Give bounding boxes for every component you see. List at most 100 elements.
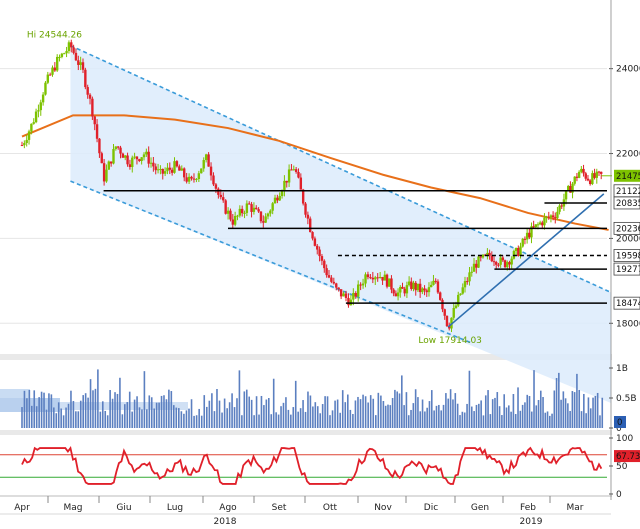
volume-bar (514, 414, 517, 428)
volume-bar (571, 391, 574, 428)
candle-body (534, 224, 538, 228)
volume-bar (136, 396, 138, 428)
volume-bar (231, 393, 233, 428)
candle-body (519, 246, 522, 256)
year-label: 2019 (520, 517, 543, 527)
volume-bar (84, 393, 87, 428)
candle-body (459, 293, 462, 295)
volume-bar (223, 398, 226, 428)
volume-bar (377, 392, 380, 428)
candle-body (294, 169, 298, 172)
candle-body (156, 169, 160, 171)
candle-body (170, 169, 174, 173)
candle-body (508, 262, 511, 265)
volume-bar (133, 399, 136, 428)
volume-bar (558, 372, 560, 428)
candle-body (138, 159, 141, 161)
candle-body (545, 216, 548, 218)
candle-body (416, 283, 420, 291)
volume-bar (466, 403, 468, 428)
volume-bar (583, 393, 585, 428)
volume-bar (517, 387, 519, 428)
candle-body (436, 281, 440, 293)
volume-bar (549, 415, 551, 428)
volume-bar (555, 377, 558, 428)
candle-body (236, 215, 239, 217)
volume-bar (50, 394, 53, 428)
x-tick-label: Nov (374, 503, 392, 513)
volume-bar (175, 407, 178, 428)
candle-body (597, 171, 601, 173)
candle-body (521, 238, 524, 247)
candle-body (67, 42, 71, 51)
volume-bar (226, 408, 228, 428)
volume-bar (396, 391, 399, 428)
candle-body (551, 215, 555, 218)
volume-bar (435, 405, 438, 428)
x-tick-label: Giu (116, 503, 131, 513)
volume-bar (172, 405, 175, 428)
volume-bar (478, 403, 480, 428)
volume-bar (321, 404, 324, 428)
rsi-line (21, 445, 603, 485)
volume-bar (55, 413, 58, 428)
candle-body (266, 213, 270, 217)
volume-bar (569, 410, 571, 428)
volume-bar (526, 394, 529, 428)
volume-bar (475, 404, 478, 428)
volume-bar (521, 404, 524, 428)
volume-bar (374, 415, 377, 428)
candle-body (304, 203, 307, 215)
candle-body (145, 151, 148, 155)
candle-body (488, 252, 491, 256)
candle-body (323, 260, 326, 269)
volume-bar (484, 395, 487, 428)
moving-average-line (21, 114, 609, 231)
volume-bar (280, 406, 282, 428)
volume-bar (285, 397, 287, 428)
candle-body (593, 173, 596, 178)
volume-bar (501, 415, 503, 428)
volume-bar (48, 393, 50, 428)
volume-bar (190, 399, 193, 428)
x-tick-label: Mar (567, 503, 584, 513)
volume-profile-block (0, 389, 30, 398)
volume-bar (524, 402, 526, 428)
candle-body (269, 210, 272, 214)
candle-body (34, 111, 38, 123)
candle-body (356, 284, 360, 297)
volume-bar (292, 407, 295, 428)
volume-last-tag (614, 416, 626, 428)
volume-bar (290, 414, 292, 428)
candle-body (414, 282, 417, 291)
volume-bar (243, 391, 246, 428)
candle-body (423, 288, 426, 291)
volume-bar (253, 415, 255, 428)
volume-bar (165, 399, 168, 428)
candle-body (175, 161, 179, 167)
candle-body (523, 238, 527, 240)
volume-bar (329, 415, 331, 428)
candle-body (197, 173, 201, 179)
x-tick-label: Ago (219, 503, 237, 513)
volume-bar (116, 393, 119, 428)
candle-body (95, 124, 99, 139)
candle-body (588, 180, 592, 185)
candle-body (133, 156, 136, 158)
candle-body (318, 249, 321, 257)
volume-bar (589, 408, 592, 428)
volume-bar (248, 396, 251, 428)
volume-tick-label: 0.5B (616, 394, 637, 404)
candle-body (100, 153, 103, 164)
volume-bar (258, 414, 260, 428)
volume-bar (512, 394, 515, 428)
volume-bar (297, 411, 299, 428)
candle-body (192, 178, 196, 180)
volume-bar (551, 413, 553, 428)
volume-bar (454, 393, 457, 428)
volume-bar (326, 396, 329, 428)
candle-body (418, 283, 422, 293)
volume-bar (599, 415, 601, 428)
channel-lower-line (70, 180, 473, 345)
